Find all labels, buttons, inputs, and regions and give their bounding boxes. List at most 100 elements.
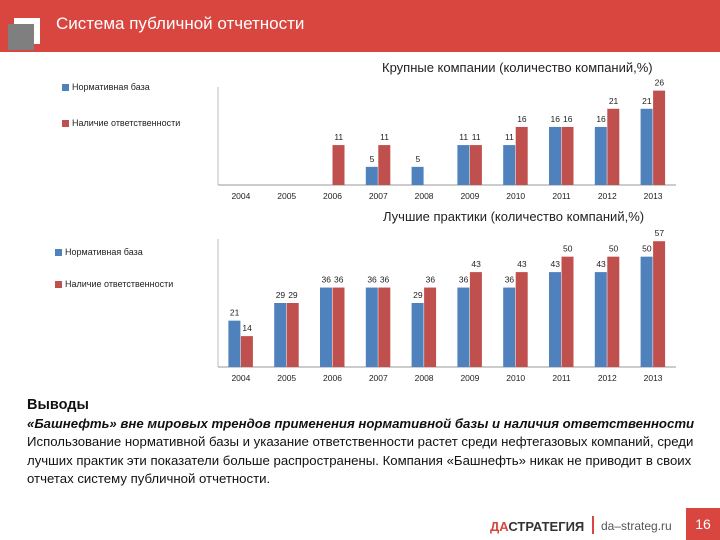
legend-item-normative: Нормативная база [55,247,143,257]
data-label: 11 [334,132,343,142]
legend-item-responsibility: Наличие ответственности [55,279,173,289]
data-label: 36 [426,275,436,285]
bar [503,287,516,367]
bar [378,287,391,367]
data-label: 5 [370,154,375,164]
x-tick-label: 2006 [323,191,342,201]
x-tick-label: 2013 [644,191,663,201]
data-label: 29 [413,290,423,300]
data-label: 43 [471,259,481,269]
bar [594,126,607,185]
legend-swatch [62,120,69,128]
footer-site: da–strateg.ru [601,519,672,533]
conclusions-heading: Выводы [27,397,89,413]
bar [515,126,528,185]
data-label: 43 [596,259,606,269]
x-tick-label: 2013 [644,373,663,383]
data-label: 11 [380,132,389,142]
brand-name: СТРАТЕГИЯ [508,519,585,534]
x-tick-label: 2006 [323,373,342,383]
bar [457,145,470,185]
data-label: 16 [551,114,561,124]
data-label: 43 [517,259,527,269]
chart-best-practices: Лучшие практики (количество компаний,%) … [0,209,720,387]
data-label: 36 [380,275,390,285]
bar [640,256,653,367]
x-tick-label: 2012 [598,191,617,201]
bar [378,145,391,185]
data-label: 36 [322,275,332,285]
x-tick-label: 2011 [552,373,571,383]
data-label: 29 [276,290,286,300]
bar [365,287,378,367]
x-tick-label: 2008 [415,191,434,201]
brand-prefix: ДА [490,519,509,534]
x-tick-label: 2007 [369,191,388,201]
legend-label: Нормативная база [72,82,150,92]
data-label: 36 [334,275,344,285]
x-tick-label: 2005 [277,191,296,201]
bar [411,166,424,185]
conclusions-highlight: «Башнефть» вне мировых трендов применени… [27,415,695,431]
x-tick-label: 2009 [460,191,479,201]
x-tick-label: 2005 [277,373,296,383]
data-label: 26 [655,78,665,88]
bar [286,303,299,367]
bar [411,303,424,367]
x-tick-label: 2010 [506,191,525,201]
bar [594,272,607,367]
data-label: 57 [655,228,665,238]
bar [228,320,241,367]
data-label: 16 [596,114,606,124]
bar [424,287,437,367]
bar [561,256,574,367]
data-label: 11 [459,132,468,142]
data-label: 21 [642,96,652,106]
data-label: 50 [642,244,652,254]
bar [561,126,574,185]
data-label: 16 [563,114,573,124]
conclusions: Выводы «Башнефть» вне мировых трендов пр… [27,396,702,489]
conclusions-body: Использование нормативной базы и указани… [27,434,694,487]
legend-label: Наличие ответственности [72,118,181,128]
page-number: 16 [686,508,720,540]
data-label: 50 [609,244,619,254]
logo-icon [8,18,40,50]
legend-swatch [55,249,62,257]
legend-item-responsibility: Наличие ответственности [62,118,180,128]
legend-label: Нормативная база [65,247,143,257]
bar [332,287,345,367]
x-tick-label: 2011 [552,191,571,201]
bar [503,145,516,185]
x-tick-label: 2009 [460,373,479,383]
bar [332,145,345,185]
bar [640,108,653,185]
data-label: 36 [505,275,515,285]
header-bar: Система публичной отчетности [0,0,720,52]
bar [653,90,666,185]
data-label: 36 [367,275,377,285]
bar [549,272,561,367]
bar [653,241,666,367]
data-label: 50 [563,244,573,254]
bar [240,336,253,367]
data-label: 16 [517,114,527,124]
x-tick-label: 2004 [231,191,250,201]
legend-swatch [62,84,69,92]
chart-large-companies: Крупные компании (количество компаний,%)… [0,52,720,212]
bar [274,303,287,367]
bar [365,166,378,185]
bar [469,145,482,185]
x-tick-label: 2010 [506,373,525,383]
data-label: 11 [505,132,514,142]
bar [607,108,620,185]
legend-swatch [55,281,62,289]
data-label: 36 [459,275,469,285]
x-tick-label: 2007 [369,373,388,383]
bar [457,287,470,367]
bar [549,126,561,185]
data-label: 21 [230,308,240,318]
x-tick-label: 2012 [598,373,617,383]
